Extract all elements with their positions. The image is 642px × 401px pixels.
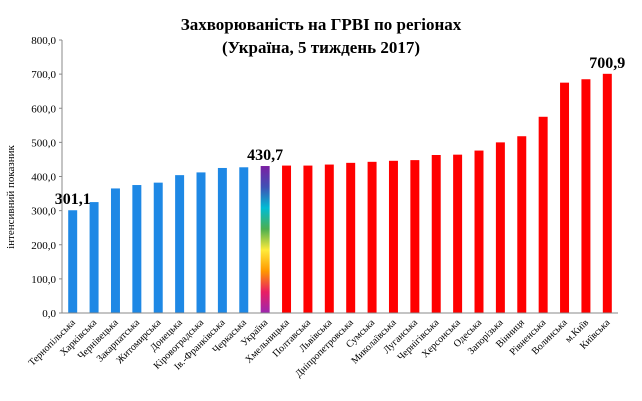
category-labels: ТернопільськаХарківськаЧернівецькаЗакарп… <box>27 317 613 380</box>
bar-5 <box>175 175 185 313</box>
y-tick-label: 400,0 <box>31 172 56 184</box>
y-axis-ticks: 0,0 100,0 200,0 300,0 400,0 500,0 600,0 700,0 80… <box>31 35 62 320</box>
data-label: 700,9 <box>589 55 625 72</box>
y-tick-label: 500,0 <box>31 137 56 149</box>
y-tick-label: 600,0 <box>31 103 56 115</box>
bar-3 <box>132 185 142 313</box>
bar-18 <box>453 154 463 313</box>
bar-7 <box>217 167 227 313</box>
y-axis-label: інтенсивний показник <box>5 144 17 248</box>
bar-12 <box>324 164 334 313</box>
bar-4 <box>153 182 163 313</box>
bar-15 <box>388 160 398 313</box>
bar-19 <box>474 150 484 313</box>
bar-25 <box>602 73 612 314</box>
bar-23 <box>560 82 570 313</box>
y-tick-label: 800,0 <box>31 35 56 47</box>
data-label: 301,1 <box>55 191 91 208</box>
bar-2 <box>110 188 120 313</box>
y-tick-label: 200,0 <box>31 240 56 252</box>
bar-21 <box>517 136 527 313</box>
y-tick-label: 300,0 <box>31 206 56 218</box>
chart-subtitle: (Україна, 5 тиждень 2017) <box>222 38 420 57</box>
data-label: 430,7 <box>247 147 283 164</box>
bar-1 <box>89 202 99 313</box>
bar-8 <box>239 167 249 313</box>
bar-9 <box>260 166 270 313</box>
chart-title: Захворюваність на ГРВІ по регіонах <box>181 15 462 34</box>
data-labels: 301,1 430,7 700,9 <box>55 55 626 208</box>
bar-6 <box>196 172 206 313</box>
bar-14 <box>367 161 377 313</box>
bar-11 <box>303 165 313 313</box>
bar-24 <box>581 79 591 314</box>
bars-group <box>68 73 612 314</box>
bar-10 <box>282 165 292 313</box>
bar-13 <box>346 162 356 313</box>
bar-22 <box>538 116 548 313</box>
y-tick-label: 700,0 <box>31 69 56 81</box>
y-tick-label: 100,0 <box>31 274 56 286</box>
y-tick-label: 0,0 <box>42 308 56 320</box>
bar-0 <box>68 210 78 313</box>
bar-16 <box>410 160 420 313</box>
bar-20 <box>495 142 505 313</box>
bar-17 <box>431 155 441 313</box>
